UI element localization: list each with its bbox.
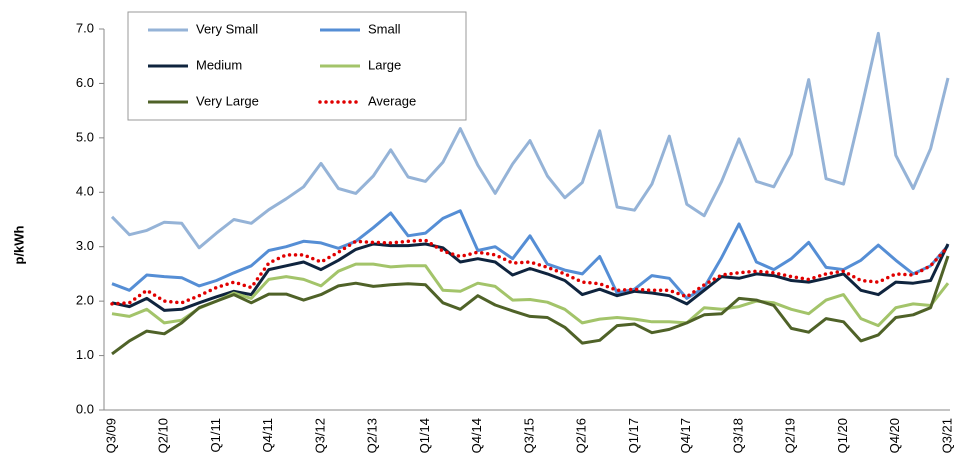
x-tick-label: Q1/11 xyxy=(208,418,223,452)
x-tick-label: Q3/12 xyxy=(312,418,327,453)
legend-label: Very Small xyxy=(196,21,258,36)
x-tick-label: Q4/11 xyxy=(260,418,275,452)
y-axis-label: p/kWh xyxy=(11,225,26,264)
legend-label: Average xyxy=(368,93,416,108)
x-tick-label: Q3/15 xyxy=(521,418,536,453)
series-line xyxy=(110,238,950,306)
x-tick-label: Q2/19 xyxy=(783,418,798,453)
series-line xyxy=(111,242,950,312)
y-tick-label: 7.0 xyxy=(76,20,94,35)
x-tick-label: Q1/14 xyxy=(417,418,432,453)
x-tick-label: Q3/18 xyxy=(730,418,745,453)
x-tick-label: Q3/09 xyxy=(103,418,118,453)
x-tick-label: Q4/20 xyxy=(887,418,902,453)
x-tick-label: Q2/13 xyxy=(365,418,380,453)
x-tick-label: Q3/21 xyxy=(939,418,954,453)
x-tick-label: Q1/17 xyxy=(626,418,641,453)
series-line xyxy=(111,262,950,328)
y-tick-label: 0.0 xyxy=(76,401,94,416)
x-tick-label: Q2/10 xyxy=(156,418,171,453)
legend-label: Very Large xyxy=(196,93,259,108)
x-tick-label: Q4/14 xyxy=(469,418,484,453)
legend-label: Large xyxy=(368,57,401,72)
y-tick-label: 1.0 xyxy=(76,347,94,362)
x-tick-label: Q4/17 xyxy=(678,418,693,453)
y-tick-label: 3.0 xyxy=(76,238,94,253)
series-line xyxy=(111,255,950,356)
series-line xyxy=(110,31,950,250)
series-line xyxy=(111,209,950,300)
legend-label: Small xyxy=(368,21,401,36)
x-tick-label: Q1/20 xyxy=(835,418,850,453)
y-tick-label: 2.0 xyxy=(76,293,94,308)
legend-label: Medium xyxy=(196,57,242,72)
x-tick-label: Q2/16 xyxy=(574,418,589,453)
y-tick-label: 4.0 xyxy=(76,184,94,199)
y-tick-label: 5.0 xyxy=(76,129,94,144)
y-tick-label: 6.0 xyxy=(76,75,94,90)
